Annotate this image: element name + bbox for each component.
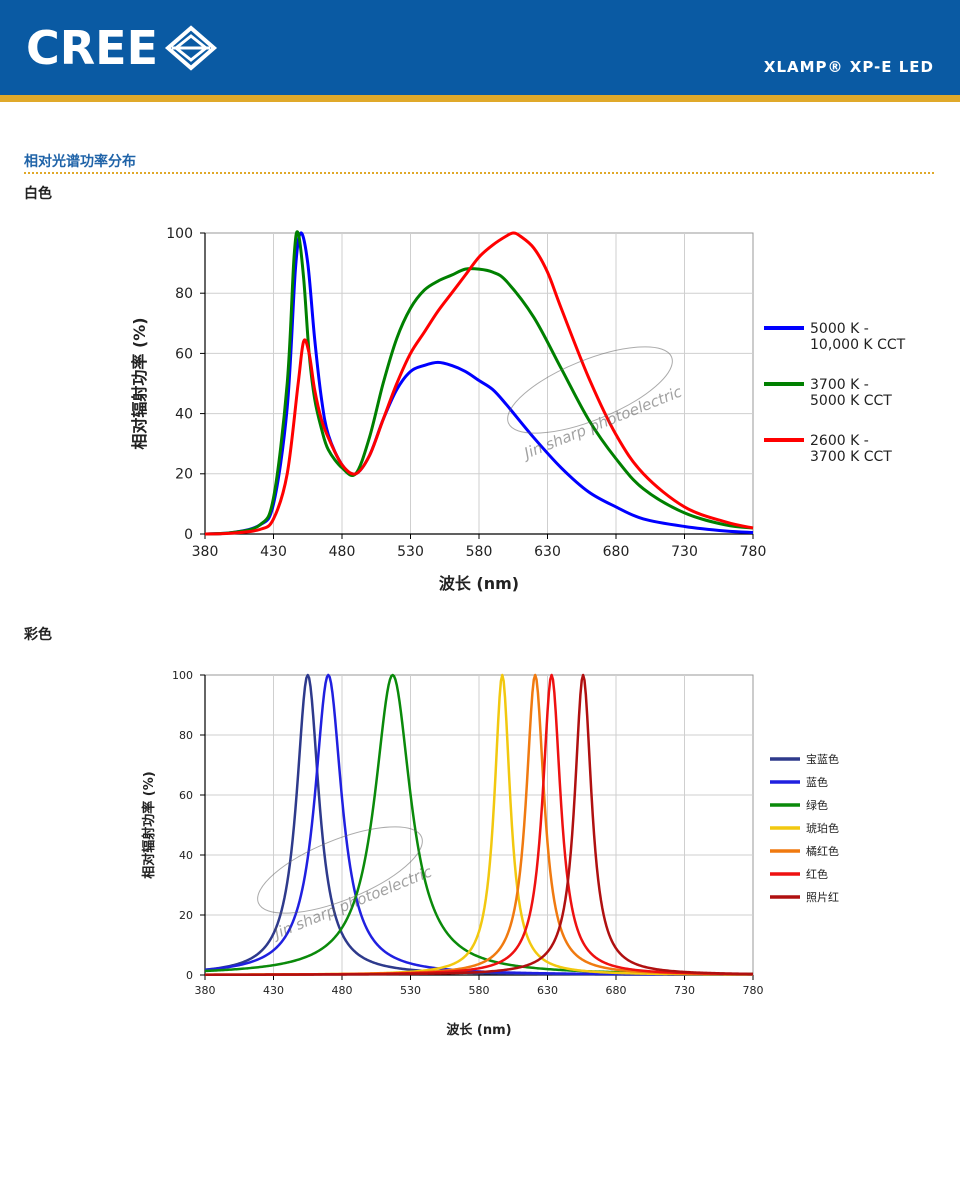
header-stripe [0,95,960,102]
legend-label: 3700 K -5000 K CCT [810,377,892,409]
x-tick-label: 430 [263,984,284,997]
series-line [204,230,754,536]
logo-text: CREE [26,21,159,75]
series-line [204,231,754,536]
section-divider [24,172,934,174]
x-tick-label: 480 [329,544,356,560]
legend-label-line: 5000 K - [810,321,869,337]
section-title: 相对光谱功率分布 [24,154,136,170]
x-tick-label: 780 [740,544,767,560]
legend-label: 5000 K -10,000 K CCT [810,321,906,353]
header-banner: CREE XLAMP® XP-E LED [0,0,960,95]
x-tick-label: 680 [603,544,630,560]
x-tick-label: 380 [192,544,219,560]
y-tick-label: 0 [186,969,193,982]
legend-label-line: 3700 K - [810,377,869,393]
y-tick-label: 20 [179,909,193,922]
legend-label: 蓝色 [806,775,828,789]
x-tick-label: 730 [674,984,695,997]
x-tick-label: 430 [260,544,287,560]
y-tick-label: 40 [175,407,193,423]
color-subtitle: 彩色 [24,627,52,643]
x-tick-label: 580 [466,544,493,560]
x-axis-label: 波长 (nm) [439,574,519,593]
y-tick-label: 80 [179,729,193,742]
color-spectrum-chart: 380 430 480 530 580 630 680 730 780 0 20 40 60 80 100 波… [141,669,839,1038]
legend-label-line: 5000 K CCT [810,393,892,409]
white-spectrum-chart: 380 430 480 530 580 630 680 730 780 0 20 40 60 80 100 波… [130,226,906,593]
legend-label: 橘红色 [806,844,839,858]
y-tick-label: 60 [175,346,193,362]
legend-label: 宝蓝色 [806,752,839,766]
x-tick-label: 530 [397,544,424,560]
x-tick-label: 780 [743,984,764,997]
x-tick-label: 730 [671,544,698,560]
x-tick-label: 580 [469,984,490,997]
legend-label-line: 10,000 K CCT [810,337,906,353]
legend-label: 绿色 [806,798,828,812]
product-name: XLAMP® XP-E LED [763,58,934,76]
series-line [205,673,754,977]
legend-label: 红色 [806,867,828,881]
y-axis-label: 相对辐射功率 (%) [141,771,157,878]
legend-label: 琥珀色 [806,821,839,835]
watermark-ellipse [257,826,423,914]
y-tick-label: 40 [179,849,193,862]
y-tick-label: 0 [184,527,193,543]
legend-label: 照片红 [806,891,839,904]
x-tick-label: 480 [332,984,353,997]
y-axis-label: 相对辐射功率 (%) [130,317,149,449]
x-tick-label: 630 [537,984,558,997]
x-tick-label: 380 [195,984,216,997]
y-tick-label: 20 [175,467,193,483]
legend-label: 2600 K -3700 K CCT [810,433,892,465]
x-tick-label: 530 [400,984,421,997]
series-line [204,231,754,536]
cree-logo: CREE [26,22,218,74]
x-axis-label: 波长 (nm) [446,1022,511,1038]
x-tick-label: 680 [606,984,627,997]
y-tick-label: 100 [172,669,193,682]
watermark-ellipse [507,346,673,434]
cree-diamond-icon [164,25,218,71]
y-tick-label: 60 [179,789,193,802]
white-subtitle: 白色 [24,186,52,202]
y-tick-label: 100 [166,226,193,242]
x-tick-label: 630 [534,544,561,560]
legend-label-line: 3700 K CCT [810,449,892,465]
y-tick-label: 80 [175,286,193,302]
legend-label-line: 2600 K - [810,433,869,449]
